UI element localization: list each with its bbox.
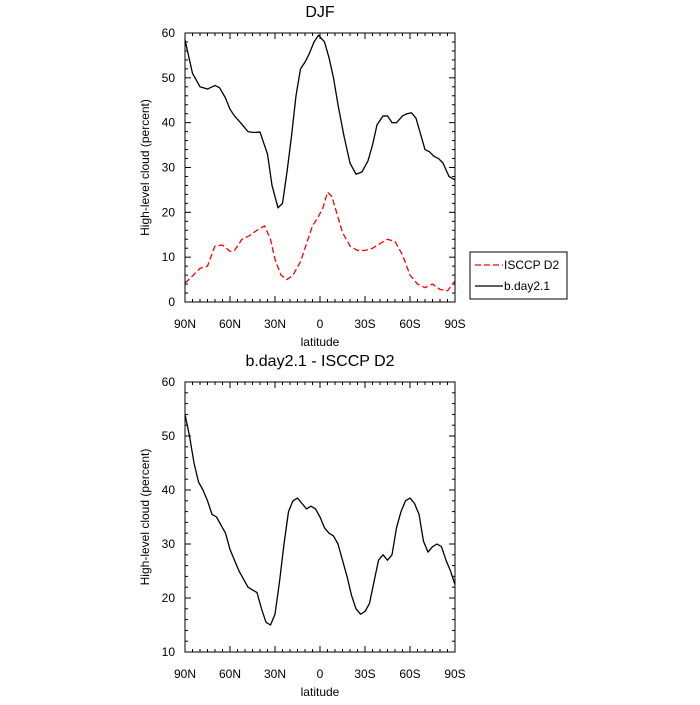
x-tick-label: 90S xyxy=(444,317,465,331)
y-tick-label: 0 xyxy=(168,295,175,309)
chart-title: DJF xyxy=(305,4,335,21)
series-line-b-day2-1-isccp-d2 xyxy=(184,414,456,626)
legend: ISCCP D2 b.day2.1 xyxy=(469,251,568,300)
x-tick-label: 90S xyxy=(444,667,465,681)
y-tick-label: 50 xyxy=(162,71,176,85)
y-tick-label: 20 xyxy=(162,591,176,605)
series-line-isccp-d2 xyxy=(184,191,456,292)
y-tick-label: 10 xyxy=(162,645,176,659)
x-tick-label: 30S xyxy=(354,317,375,331)
y-tick-label: 10 xyxy=(162,250,176,264)
y-tick-label: 40 xyxy=(162,483,176,497)
legend-box xyxy=(469,251,568,300)
x-tick-label: 90N xyxy=(174,317,196,331)
y-tick-label: 20 xyxy=(162,205,176,219)
chart-panel-1: DJF 90N 60N 30N 0 30S 60S 90S 0 10 20 30 40 50 60 latit… xyxy=(138,4,568,349)
y-tick-label: 60 xyxy=(162,375,176,389)
y-tick-label: 50 xyxy=(162,429,176,443)
x-tick-label: 60N xyxy=(219,667,241,681)
x-tick-label: 30S xyxy=(354,667,375,681)
legend-label: b.day2.1 xyxy=(504,279,550,293)
x-axis-label: latitude xyxy=(301,335,340,349)
y-tick-label: 40 xyxy=(162,116,176,130)
x-tick-label: 30N xyxy=(264,667,286,681)
x-tick-label: 60S xyxy=(399,317,420,331)
x-tick-label: 0 xyxy=(317,667,324,681)
chart-panel-2: b.day2.1 - ISCCP D2 90N 60N 30N 0 30S 60S 90S 10… xyxy=(138,353,466,699)
x-tick-label: 90N xyxy=(174,667,196,681)
y-tick-label: 30 xyxy=(162,537,176,551)
y-tick-label: 60 xyxy=(162,26,176,40)
legend-label: ISCCP D2 xyxy=(504,258,559,272)
plot-frame xyxy=(184,32,456,303)
x-tick-label: 30N xyxy=(264,317,286,331)
plot-frame xyxy=(184,381,456,653)
x-tick-label: 60N xyxy=(219,317,241,331)
x-axis-label: latitude xyxy=(301,685,340,699)
y-axis-label: High-level cloud (percent) xyxy=(138,449,152,586)
x-tick-label: 0 xyxy=(317,317,324,331)
y-axis-label: High-level cloud (percent) xyxy=(138,99,152,236)
series-line-b-day2-1 xyxy=(184,34,456,209)
y-tick-label: 30 xyxy=(162,161,176,175)
x-tick-label: 60S xyxy=(399,667,420,681)
chart-title: b.day2.1 - ISCCP D2 xyxy=(245,353,394,370)
